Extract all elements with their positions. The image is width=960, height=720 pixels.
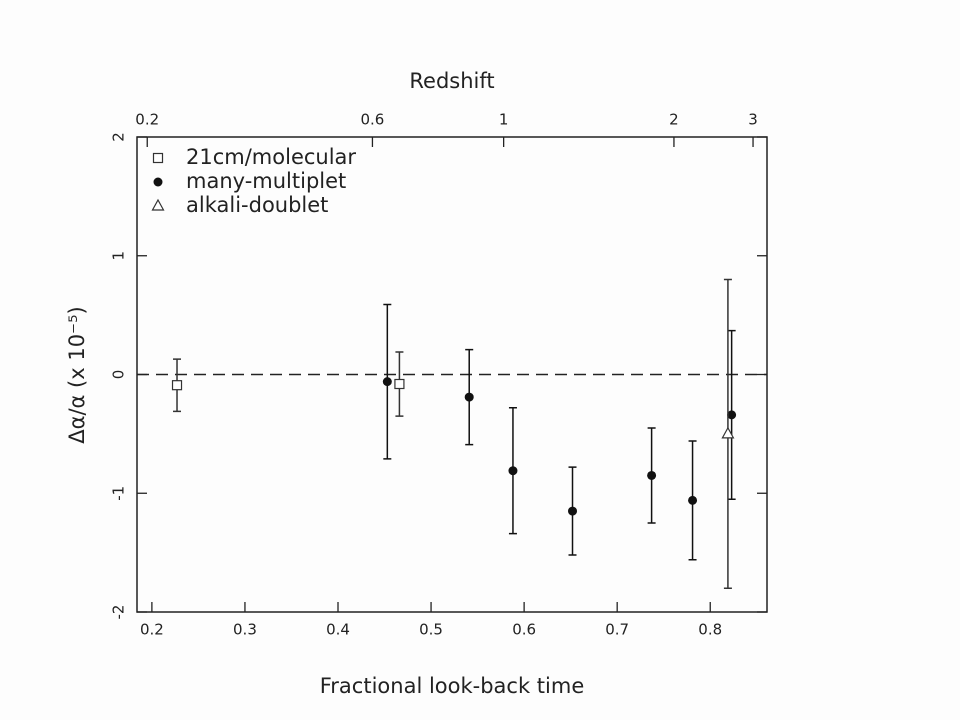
legend-label: many-multiplet <box>186 169 346 193</box>
x-tick-label: 0.6 <box>512 621 536 639</box>
marker <box>647 470 657 480</box>
marker <box>508 466 518 476</box>
x2-tick-label: 0.6 <box>361 111 385 129</box>
x2-tick-label: 3 <box>748 111 758 129</box>
marker <box>382 377 392 387</box>
legend-label: alkali-doublet <box>186 193 328 217</box>
marker <box>721 426 735 439</box>
x-tick-label: 0.2 <box>140 621 164 639</box>
x-tick-label: 0.8 <box>698 621 722 639</box>
y-tick-label: -1 <box>110 486 128 501</box>
marker <box>727 410 737 420</box>
x2-axis-label: Redshift <box>409 69 494 93</box>
x-tick-label: 0.3 <box>233 621 257 639</box>
y-axis-label: Δα/α (x 10⁻⁵) <box>65 306 89 444</box>
y-tick-label: 1 <box>110 251 128 261</box>
marker <box>394 378 405 390</box>
marker <box>152 152 164 164</box>
marker <box>151 198 165 211</box>
x2-tick-label: 2 <box>669 111 679 129</box>
marker <box>568 506 578 516</box>
marker <box>171 380 183 391</box>
y-tick-label: 0 <box>110 370 128 380</box>
x2-tick-label: 1 <box>499 111 509 129</box>
legend-label: 21cm/molecular <box>186 145 356 169</box>
marker <box>464 392 474 402</box>
marker <box>688 495 698 505</box>
x2-tick-label: 0.2 <box>135 111 159 129</box>
x-tick-label: 0.7 <box>605 621 629 639</box>
x-tick-label: 0.4 <box>326 621 350 639</box>
x-axis-label: Fractional look-back time <box>320 674 585 698</box>
marker <box>153 177 163 187</box>
y-tick-label: -2 <box>110 605 128 620</box>
x-tick-label: 0.5 <box>419 621 443 639</box>
y-tick-label: 2 <box>110 132 128 142</box>
